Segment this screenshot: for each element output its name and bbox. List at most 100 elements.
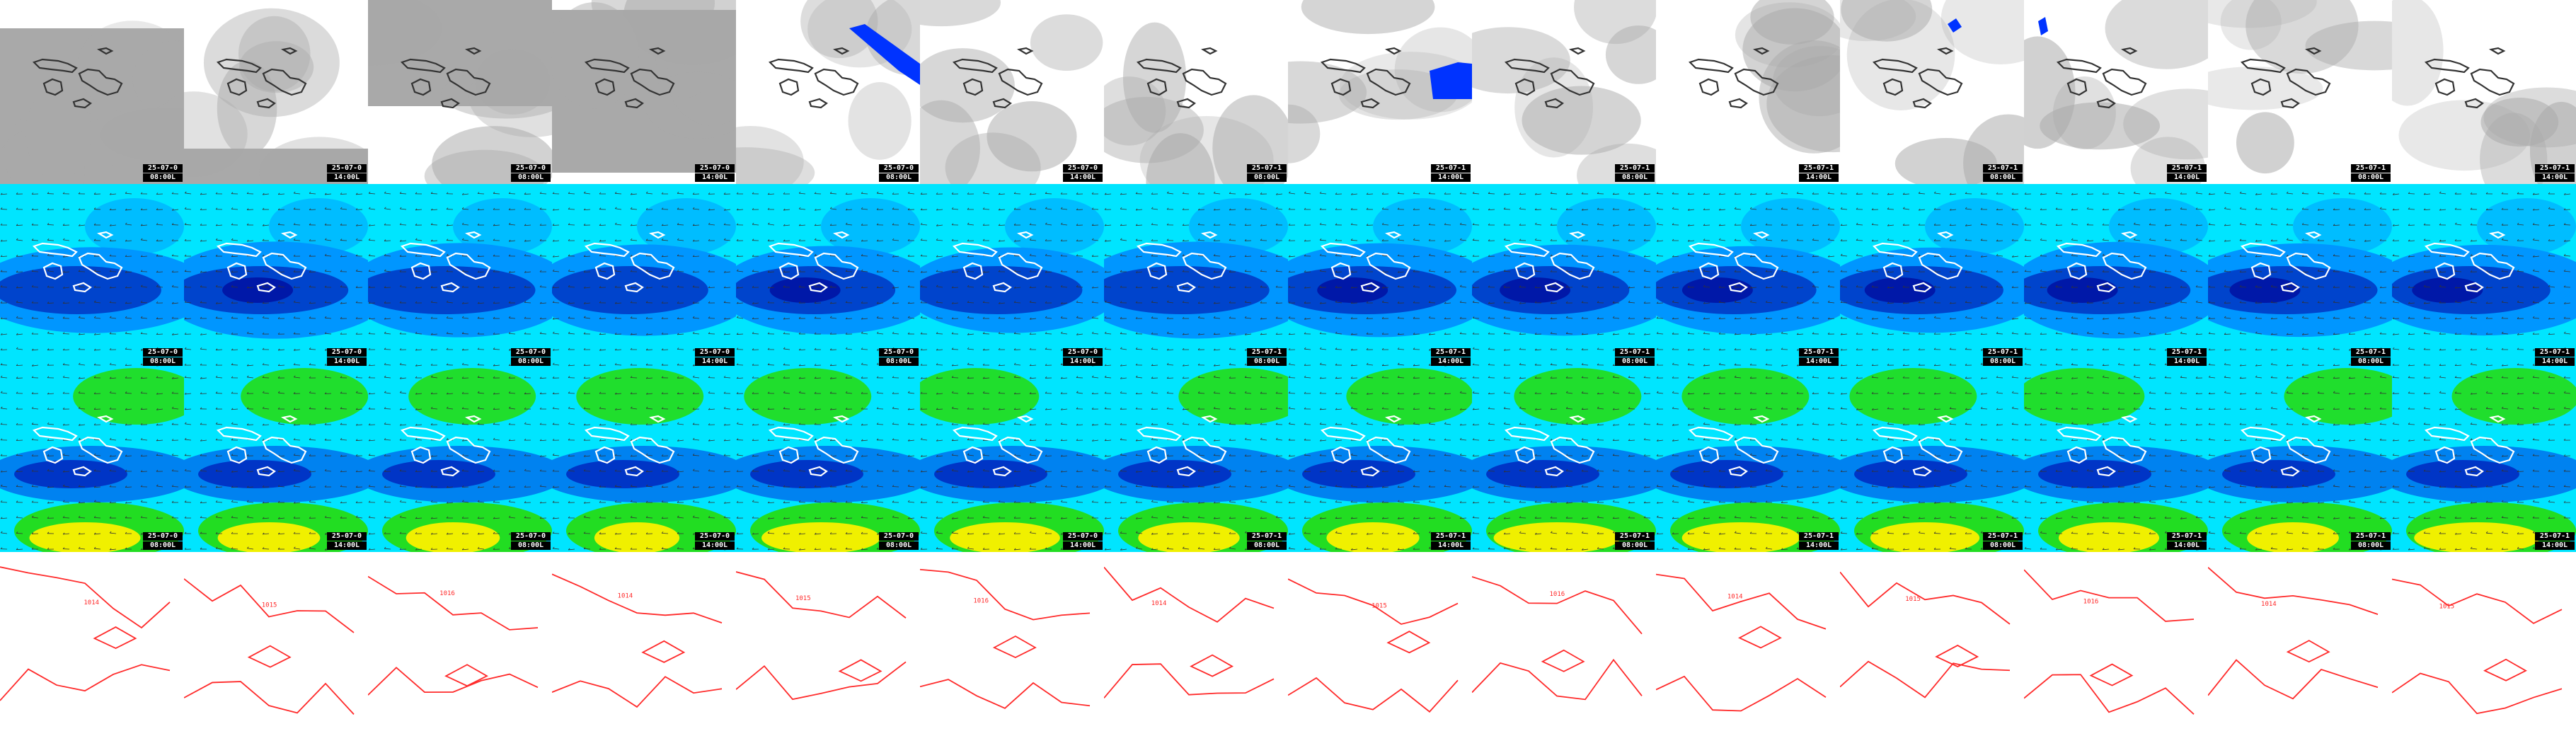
timestamp-time: 08:00L	[879, 357, 919, 366]
cloud-map-image	[2208, 0, 2392, 184]
timestamp-badge: 25-07-1 08:00L	[1615, 531, 1655, 550]
cloud-map-image	[1104, 0, 1288, 184]
wind-map-image	[2208, 184, 2392, 368]
wave-map-tile[interactable]: 25-07-1 08:00L	[1840, 368, 2024, 552]
cloud-map-tile[interactable]: 25-07-1 14:00L	[2024, 0, 2208, 184]
pressure-map-tile[interactable]: 1015	[1840, 552, 2024, 736]
cloud-map-tile[interactable]: 25-07-1 14:00L	[1656, 0, 1840, 184]
wind-map-image	[552, 184, 736, 368]
timestamp-badge: 25-07-1 08:00L	[1247, 347, 1287, 366]
wave-map-tile[interactable]: 25-07-0 08:00L	[736, 368, 920, 552]
wave-map-tile[interactable]: 25-07-1 14:00L	[2392, 368, 2576, 552]
pressure-map-tile[interactable]: 1015	[184, 552, 368, 736]
pressure-map-tile[interactable]: 1016	[920, 552, 1104, 736]
pressure-map-tile[interactable]: 1014	[1104, 552, 1288, 736]
cloud-map-image	[1840, 0, 2024, 184]
pressure-map-image: 1016	[1472, 552, 1656, 736]
wind-map-tile[interactable]: 25-07-1 14:00L	[1656, 184, 1840, 368]
timestamp-date: 25-07-1	[1799, 532, 1839, 541]
cloud-map-tile[interactable]: 25-07-1 14:00L	[1288, 0, 1472, 184]
wind-map-tile[interactable]: 25-07-1 08:00L	[2208, 184, 2392, 368]
cloud-map-tile[interactable]: 25-07-1 08:00L	[1472, 0, 1656, 184]
timestamp-badge: 25-07-1 14:00L	[2535, 531, 2575, 550]
pressure-map-tile[interactable]: 1015	[2392, 552, 2576, 736]
timestamp-date: 25-07-0	[511, 348, 551, 357]
wind-map-tile[interactable]: 25-07-1 14:00L	[2024, 184, 2208, 368]
timestamp-badge: 25-07-1 08:00L	[1247, 163, 1287, 182]
cloud-map-tile[interactable]: 25-07-1 08:00L	[1104, 0, 1288, 184]
timestamp-badge: 25-07-0 14:00L	[327, 347, 367, 366]
cloud-map-tile[interactable]: 25-07-0 08:00L	[368, 0, 552, 184]
cloud-map-tile[interactable]: 25-07-0 08:00L	[0, 0, 184, 184]
pressure-map-image: 1015	[736, 552, 920, 736]
timestamp-date: 25-07-0	[511, 164, 551, 173]
pressure-map-image: 1014	[552, 552, 736, 736]
timestamp-time: 14:00L	[695, 541, 735, 550]
timestamp-badge: 25-07-1 14:00L	[1799, 531, 1839, 550]
cloud-map-tile[interactable]: 25-07-1 08:00L	[1840, 0, 2024, 184]
pressure-map-tile[interactable]: 1014	[1656, 552, 1840, 736]
wind-map-tile[interactable]: 25-07-1 08:00L	[1104, 184, 1288, 368]
timestamp-date: 25-07-1	[2351, 348, 2391, 357]
timestamp-date: 25-07-1	[1615, 532, 1655, 541]
timestamp-badge: 25-07-1 14:00L	[1799, 163, 1839, 182]
wind-map-tile[interactable]: 25-07-0 08:00L	[0, 184, 184, 368]
wave-map-tile[interactable]: 25-07-1 14:00L	[2024, 368, 2208, 552]
wind-map-tile[interactable]: 25-07-0 08:00L	[736, 184, 920, 368]
timestamp-time: 08:00L	[1983, 541, 2023, 550]
wind-map-image	[184, 184, 368, 368]
wave-map-tile[interactable]: 25-07-0 08:00L	[368, 368, 552, 552]
timestamp-date: 25-07-1	[1983, 532, 2023, 541]
wind-map-tile[interactable]: 25-07-0 14:00L	[184, 184, 368, 368]
timestamp-time: 14:00L	[327, 357, 367, 366]
wave-map-tile[interactable]: 25-07-1 08:00L	[1472, 368, 1656, 552]
wind-map-tile[interactable]: 25-07-0 14:00L	[552, 184, 736, 368]
wind-map-tile[interactable]: 25-07-1 08:00L	[1472, 184, 1656, 368]
pressure-map-tile[interactable]: 1014	[2208, 552, 2392, 736]
wave-map-tile[interactable]: 25-07-0 14:00L	[920, 368, 1104, 552]
wave-map-tile[interactable]: 25-07-0 14:00L	[184, 368, 368, 552]
cloud-map-image	[1288, 0, 1472, 184]
cloud-map-image	[1472, 0, 1656, 184]
timestamp-date: 25-07-1	[1983, 164, 2023, 173]
wave-map-tile[interactable]: 25-07-1 08:00L	[2208, 368, 2392, 552]
wind-map-tile[interactable]: 25-07-1 08:00L	[1840, 184, 2024, 368]
timestamp-date: 25-07-0	[327, 532, 367, 541]
wind-map-tile[interactable]: 25-07-0 14:00L	[920, 184, 1104, 368]
pressure-map-tile[interactable]: 1015	[736, 552, 920, 736]
wave-map-tile[interactable]: 25-07-1 14:00L	[1656, 368, 1840, 552]
wind-map-image	[1472, 184, 1656, 368]
wave-map-image	[1840, 368, 2024, 552]
wave-map-tile[interactable]: 25-07-0 08:00L	[0, 368, 184, 552]
pressure-map-tile[interactable]: 1016	[1472, 552, 1656, 736]
pressure-map-tile[interactable]: 1014	[552, 552, 736, 736]
wind-map-tile[interactable]: 25-07-1 14:00L	[1288, 184, 1472, 368]
wind-map-tile[interactable]: 25-07-0 08:00L	[368, 184, 552, 368]
pressure-map-tile[interactable]: 1016	[368, 552, 552, 736]
cloud-map-tile[interactable]: 25-07-1 08:00L	[2208, 0, 2392, 184]
pressure-map-tile[interactable]: 1014	[0, 552, 184, 736]
wave-map-image	[1472, 368, 1656, 552]
cloud-map-tile[interactable]: 25-07-1 14:00L	[2392, 0, 2576, 184]
wave-map-tile[interactable]: 25-07-1 14:00L	[1288, 368, 1472, 552]
timestamp-badge: 25-07-0 14:00L	[1063, 347, 1103, 366]
pressure-map-tile[interactable]: 1016	[2024, 552, 2208, 736]
isobar-label: 1015	[1905, 596, 1921, 603]
cloud-map-tile[interactable]: 25-07-0 14:00L	[920, 0, 1104, 184]
timestamp-badge: 25-07-1 14:00L	[2167, 163, 2207, 182]
timestamp-date: 25-07-0	[327, 164, 367, 173]
timestamp-time: 08:00L	[2351, 357, 2391, 366]
wave-map-tile[interactable]: 25-07-1 08:00L	[1104, 368, 1288, 552]
wind-map-tile[interactable]: 25-07-1 14:00L	[2392, 184, 2576, 368]
wind-map-image	[1656, 184, 1840, 368]
wave-map-tile[interactable]: 25-07-0 14:00L	[552, 368, 736, 552]
pressure-map-tile[interactable]: 1015	[1288, 552, 1472, 736]
timestamp-time: 14:00L	[1431, 541, 1471, 550]
cloud-map-image	[736, 0, 920, 184]
cloud-map-tile[interactable]: 25-07-0 14:00L	[184, 0, 368, 184]
timestamp-date: 25-07-0	[879, 164, 919, 173]
cloud-map-tile[interactable]: 25-07-0 14:00L	[552, 0, 736, 184]
timestamp-date: 25-07-0	[327, 348, 367, 357]
cloud-map-tile[interactable]: 25-07-0 08:00L	[736, 0, 920, 184]
timestamp-time: 08:00L	[143, 541, 183, 550]
